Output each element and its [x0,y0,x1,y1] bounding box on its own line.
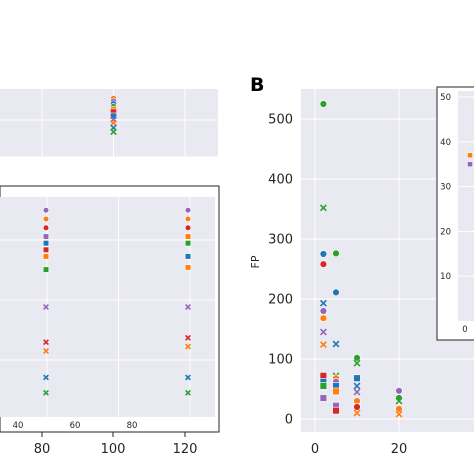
left-bottom-point [184,240,192,247]
panel-b-point [395,405,403,413]
left-top-plot-area [0,89,218,157]
left-bottom-point [184,224,192,231]
panel-b-point [395,410,403,418]
left-top-point [110,119,117,127]
panel-b-point [332,288,340,297]
panel-b-letter: B [250,74,264,96]
panel-b-inset-y-tick-label: 20 [440,227,451,237]
panel-b-inset-plot: 10 20 30 40 50 0 [436,86,474,341]
panel-b-inset-marks [467,152,473,168]
left-bottom-marks [42,207,192,396]
panel-b-point [395,397,403,405]
left-bottom-point [42,253,50,260]
left-top-plot [0,89,218,158]
left-bottom-plot: 40 60 80 80 100 120 [0,185,220,457]
panel-b-point [319,299,327,307]
left-bottom-point [43,389,49,396]
left-bottom-point [184,233,192,240]
left-bottom-point [42,215,50,223]
panel-b-y-tick-label: 100 [268,353,293,368]
panel-b-point [319,341,327,349]
panel-b-inset-point [467,161,473,168]
panel-b-x-tick-label: 0 [311,442,319,457]
left-top-point [110,128,117,136]
panel-b-inset-x-tick-label: 0 [462,325,467,335]
left-inset-x-tick-label: 80 [127,421,138,431]
left-bottom-point [184,264,192,271]
left-top-marks [110,95,118,136]
left-bottom-point [42,246,50,253]
left-bottom-x-tick-label: 80 [34,442,51,457]
left-bottom-x-tick-label: 120 [173,442,198,457]
left-inset-x-ticks: 40 60 80 [13,421,138,431]
panel-b-y-axis-label: FP [249,255,262,268]
panel-b-point [319,394,328,402]
panel-b-point [319,314,328,322]
left-bottom-point [42,233,50,240]
left-bottom-x-ticks: 80 100 120 [34,432,198,457]
panel-b-x-tick-label: 20 [391,442,408,457]
panel-b-x-ticks: 0 20 [311,442,407,457]
panel-b-marks [319,100,403,418]
panel-b-point [332,340,340,348]
panel-b-point [353,354,361,362]
left-bottom-point [185,343,191,350]
left-bottom-point [43,339,49,346]
panel-b-inset-y-tick-label: 40 [440,138,451,148]
left-bottom-point [184,253,192,260]
panel-b-point [319,307,328,315]
left-inset-x-tick-label: 40 [13,421,24,431]
panel-b-y-tick-label: 400 [268,173,293,188]
panel-b-point [353,374,361,382]
panel-b-inset-y-tick-label: 10 [440,272,451,282]
panel-b-inset-point [467,152,473,159]
panel-b-inset-y-ticks: 10 20 30 40 50 [440,93,451,282]
panel-b-point [332,387,340,396]
panel-b-point [353,409,361,417]
panel-b-point [319,328,327,336]
panel-b-point [332,249,340,258]
left-bottom-point [185,334,191,341]
left-bottom-point [42,224,50,231]
panel-b-inset-area [458,91,474,321]
panel-b-y-tick-label: 200 [268,293,293,308]
panel-b-inset-x-ticks: 0 [462,325,467,335]
panel-b-y-tick-label: 0 [285,413,293,428]
panel-b-point [319,250,328,258]
left-bottom-point [43,304,49,310]
left-bottom-point [185,304,191,310]
panel-b-point [319,260,328,268]
left-bottom-inner-area [0,197,215,417]
left-inset-x-tick-label: 60 [70,421,81,431]
panel-b-y-ticks: 0 100 200 300 400 500 [268,113,293,428]
panel-b-point [319,382,328,390]
panel-b-point [353,382,361,390]
left-bottom-point [42,240,50,247]
panel-b-y-tick-label: 500 [268,113,293,128]
left-bottom-point [185,374,191,381]
panel-b-point [353,359,361,367]
panel-b-point [353,388,361,396]
left-bottom-point [43,374,49,381]
left-bottom-point [43,348,49,354]
panel-b-inset-y-tick-label: 30 [440,183,451,193]
left-bottom-point [185,389,191,396]
panel-b-point [332,406,340,415]
panel-b-point [319,100,328,108]
panel-b-y-tick-label: 300 [268,233,293,248]
left-bottom-x-tick-label: 100 [101,442,126,457]
panel-b-inset-grid [458,96,474,277]
left-bottom-point [42,207,50,214]
panel-b-point [395,387,403,395]
left-bottom-point [184,215,192,223]
left-bottom-point [184,207,192,214]
left-bottom-point [42,266,50,273]
panel-b-point [353,403,361,411]
panel-b-point [319,204,327,212]
panel-b-inset-y-tick-label: 50 [440,93,451,103]
